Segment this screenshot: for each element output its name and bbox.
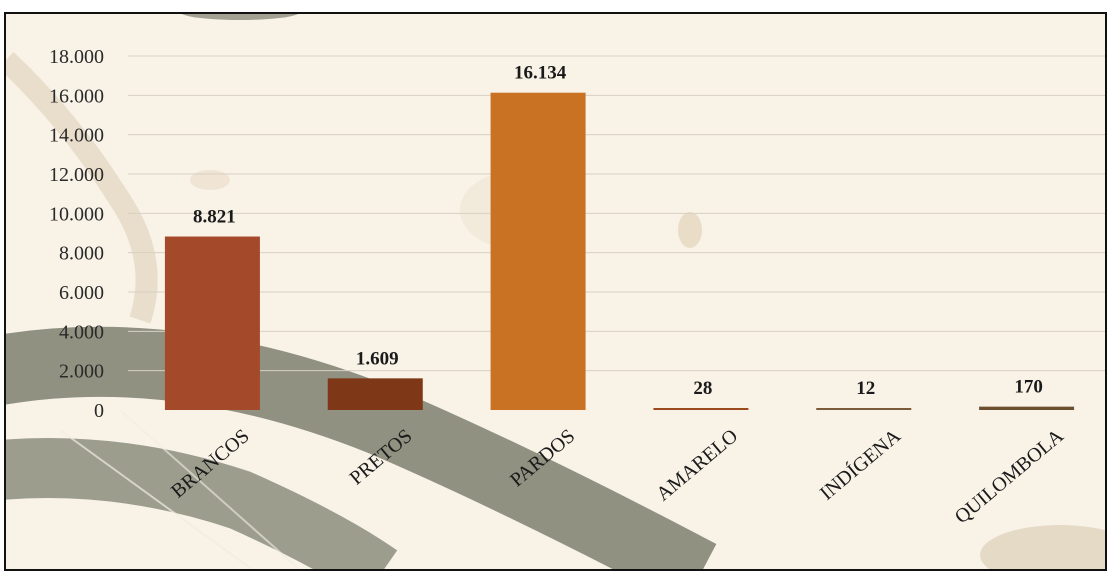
- x-tick-label: QUILOMBOLA: [951, 425, 1069, 529]
- y-tick-label: 8.000: [59, 243, 104, 265]
- data-label: 1.609: [356, 348, 399, 369]
- y-tick-label: 0: [94, 400, 104, 422]
- brush-scratch: [119, 409, 301, 569]
- bar: [816, 408, 912, 410]
- brush-stroke: [6, 438, 398, 569]
- gridlines: [128, 55, 1105, 372]
- bar: [979, 406, 1075, 410]
- brush-stroke: [6, 51, 158, 324]
- data-label: 12: [856, 378, 875, 399]
- x-tick-label: AMARELO: [652, 425, 742, 505]
- y-tick-label: 16.000: [49, 85, 104, 107]
- data-label: 28: [693, 378, 712, 399]
- data-label: 8.821: [193, 207, 236, 228]
- brush-scratch: [59, 429, 254, 569]
- brush-stroke: [6, 326, 717, 569]
- data-label: 170: [1014, 377, 1043, 398]
- paper-stain: [678, 212, 702, 248]
- top-smudge: [181, 14, 299, 20]
- bar: [327, 378, 423, 410]
- y-tick-label: 4.000: [59, 321, 104, 343]
- y-tick-label: 18.000: [49, 46, 104, 68]
- data-label: 16.134: [514, 63, 567, 84]
- bar: [653, 408, 749, 410]
- paper-stain: [190, 170, 230, 190]
- paper-stain: [980, 525, 1105, 569]
- x-tick-label: INDÍGENA: [815, 424, 905, 505]
- y-tick-label: 2.000: [59, 361, 104, 383]
- y-tick-label: 12.000: [49, 164, 104, 186]
- bar: [164, 236, 260, 410]
- y-tick-label: 14.000: [49, 125, 104, 147]
- y-tick-label: 10.000: [49, 203, 104, 225]
- data-labels: 8.821 1.609 16.134 28 12 170: [193, 63, 1043, 399]
- y-axis: 0 2.000 4.000 6.000 8.000 10.000 12.000 14.000 1…: [49, 46, 104, 422]
- bars: [164, 92, 1075, 410]
- bar: [490, 92, 586, 410]
- y-tick-label: 6.000: [59, 282, 104, 304]
